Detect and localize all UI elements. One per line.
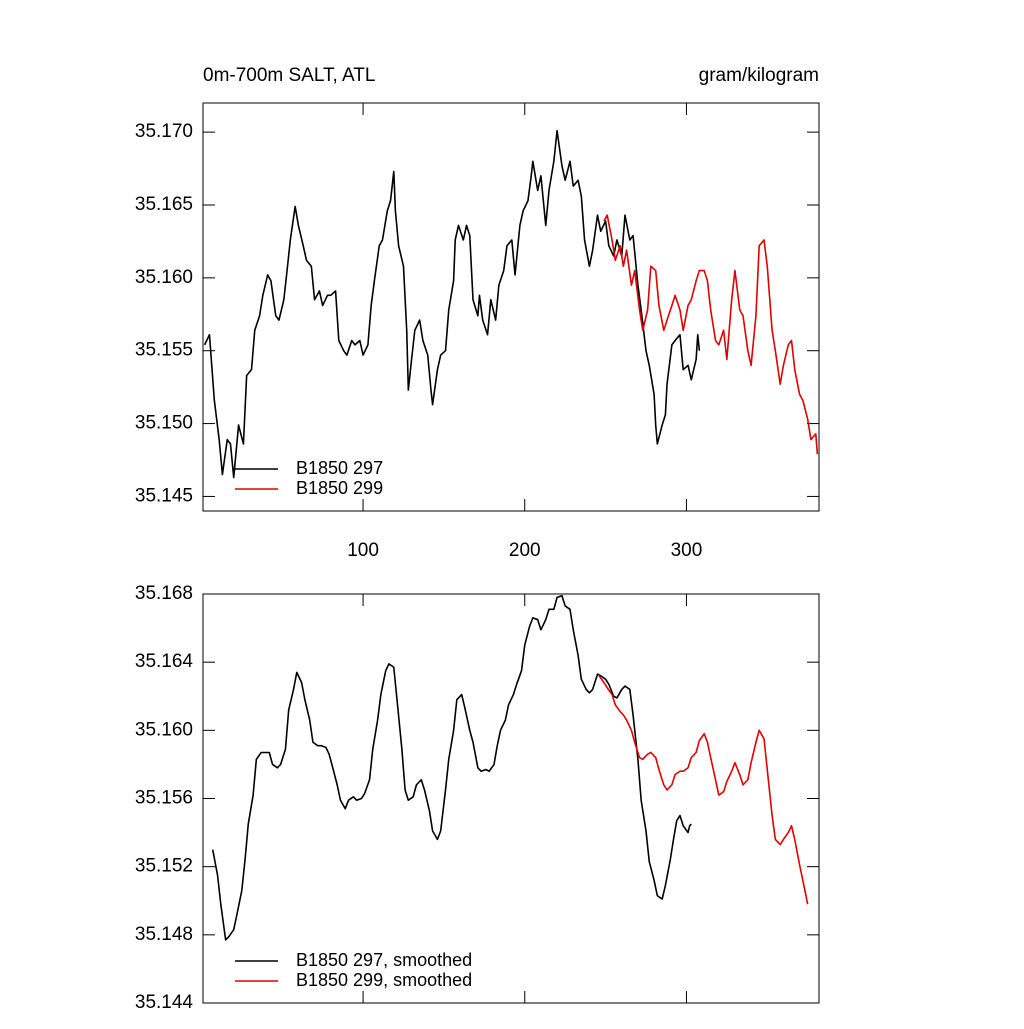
legend-label: B1850 299 [296, 478, 383, 498]
y-tick-label: 35.155 [135, 340, 193, 361]
x-tick-label: 200 [509, 540, 541, 561]
y-tick-label: 35.145 [135, 485, 193, 506]
y-tick-label: 35.150 [135, 413, 193, 434]
series-line [203, 129, 701, 479]
legend-label: B1850 297 [296, 458, 383, 478]
series-line [598, 675, 809, 905]
x-tick-label: 300 [671, 540, 703, 561]
chart-title: 0m-700m SALT, ATL [203, 65, 375, 86]
y-tick-label: 35.165 [135, 194, 193, 215]
plot-frame [202, 593, 820, 1004]
plot-frame [202, 102, 820, 512]
legend-label: B1850 299, smoothed [296, 970, 472, 990]
y-tick-label: 35.170 [135, 121, 193, 142]
y-tick-label: 35.160 [135, 719, 193, 740]
y-tick-label: 35.164 [135, 651, 194, 672]
units-label: gram/kilogram [699, 65, 819, 86]
series-line [603, 214, 819, 455]
x-tick-label: 100 [347, 540, 379, 561]
y-tick-label: 35.152 [135, 856, 193, 877]
y-tick-label: 35.148 [135, 924, 193, 945]
series-line [211, 594, 692, 941]
y-tick-label: 35.144 [135, 992, 194, 1013]
legend-label: B1850 297, smoothed [296, 950, 472, 970]
y-tick-label: 35.168 [135, 583, 193, 604]
y-tick-label: 35.160 [135, 267, 193, 288]
y-tick-label: 35.156 [135, 788, 193, 809]
